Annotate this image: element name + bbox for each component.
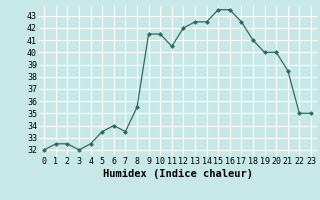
X-axis label: Humidex (Indice chaleur): Humidex (Indice chaleur) xyxy=(103,169,252,179)
